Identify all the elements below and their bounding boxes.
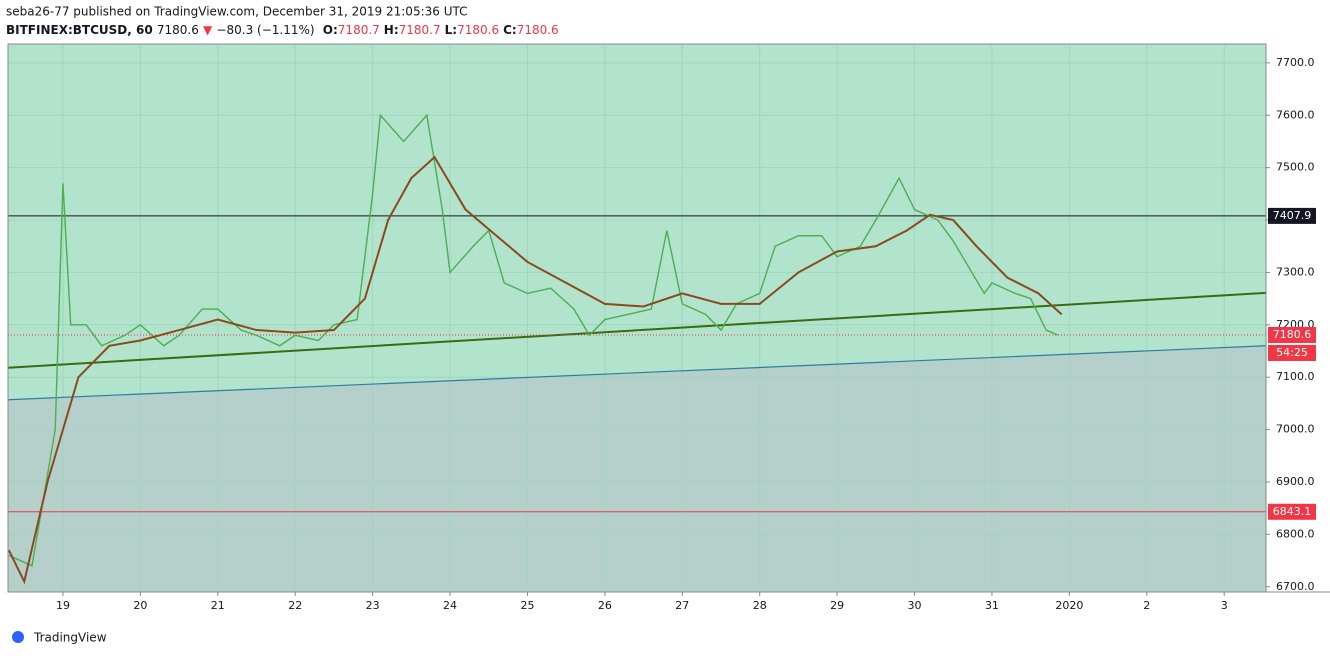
change-arrow: ▼ bbox=[203, 23, 213, 37]
ohlc-value: 7180.7 bbox=[338, 23, 380, 37]
x-tick-label: 28 bbox=[753, 599, 767, 612]
x-tick-label: 21 bbox=[211, 599, 225, 612]
x-tick-label: 3 bbox=[1221, 599, 1228, 612]
x-tick-label: 27 bbox=[675, 599, 689, 612]
publisher: seba26-77 published on TradingView.com, … bbox=[6, 5, 468, 19]
grid bbox=[8, 44, 1266, 592]
level-badge bbox=[1268, 503, 1316, 520]
x-tick-label: 20 bbox=[133, 599, 147, 612]
lower-zone bbox=[8, 345, 1266, 592]
x-tick-label: 24 bbox=[443, 599, 457, 612]
y-tick-label: 7000.0 bbox=[1276, 423, 1315, 436]
y-tick-label: 7300.0 bbox=[1276, 265, 1315, 278]
symbol-line: BITFINEX:BTCUSD, 60 7180.6 ▼ −80.3 (−1.1… bbox=[6, 23, 559, 37]
y-tick-label: 6700.0 bbox=[1276, 580, 1315, 593]
last-price-label: 7180.6 bbox=[1273, 328, 1312, 341]
symbol: BITFINEX:BTCUSD, 60 bbox=[6, 23, 153, 37]
x-tick-label: 2 bbox=[1143, 599, 1150, 612]
x-tick-label: 25 bbox=[520, 599, 534, 612]
x-tick-label: 23 bbox=[366, 599, 380, 612]
countdown-badge bbox=[1268, 344, 1316, 361]
ohlc-label: O: bbox=[323, 23, 338, 37]
brand: TradingView bbox=[33, 631, 107, 645]
y-tick-label: 7100.0 bbox=[1276, 370, 1315, 383]
trend-line bbox=[7, 345, 1267, 401]
ohlc-label: H: bbox=[384, 23, 399, 37]
x-tick-label: 26 bbox=[598, 599, 612, 612]
ohlc-label: L: bbox=[445, 23, 457, 37]
last-price: 7180.6 bbox=[157, 23, 199, 37]
x-tick-label: 2020 bbox=[1055, 599, 1083, 612]
ohlc-value: 7180.7 bbox=[399, 23, 441, 37]
y-tick-label: 7700.0 bbox=[1276, 56, 1315, 69]
x-tick-label: 22 bbox=[288, 599, 302, 612]
last-price-badge bbox=[1268, 326, 1316, 343]
y-tick-label: 7500.0 bbox=[1276, 161, 1315, 174]
plot-border bbox=[7, 43, 1267, 593]
ohlc-label: C: bbox=[503, 23, 517, 37]
y-tick-label: 6800.0 bbox=[1276, 527, 1315, 540]
trend-line bbox=[7, 291, 1267, 369]
ohlc-value: 7180.6 bbox=[517, 23, 559, 37]
marks bbox=[7, 113, 1267, 585]
logo-icon bbox=[12, 631, 24, 643]
series-line bbox=[8, 113, 1059, 567]
x-tick-label: 30 bbox=[908, 599, 922, 612]
countdown: 54:25 bbox=[1276, 346, 1308, 359]
x-tick-label: 19 bbox=[56, 599, 70, 612]
x-tick-label: 31 bbox=[985, 599, 999, 612]
x-tick-label: 29 bbox=[830, 599, 844, 612]
y-tick-label: 6900.0 bbox=[1276, 475, 1315, 488]
level-label: 7407.9 bbox=[1273, 209, 1312, 222]
level-badge bbox=[1268, 207, 1316, 224]
change: −80.3 (−1.11%) bbox=[216, 23, 314, 37]
ohlc-value: 7180.6 bbox=[457, 23, 499, 37]
series-line bbox=[7, 155, 1063, 585]
level-label: 6843.1 bbox=[1273, 505, 1312, 518]
y-tick-label: 7600.0 bbox=[1276, 108, 1315, 121]
